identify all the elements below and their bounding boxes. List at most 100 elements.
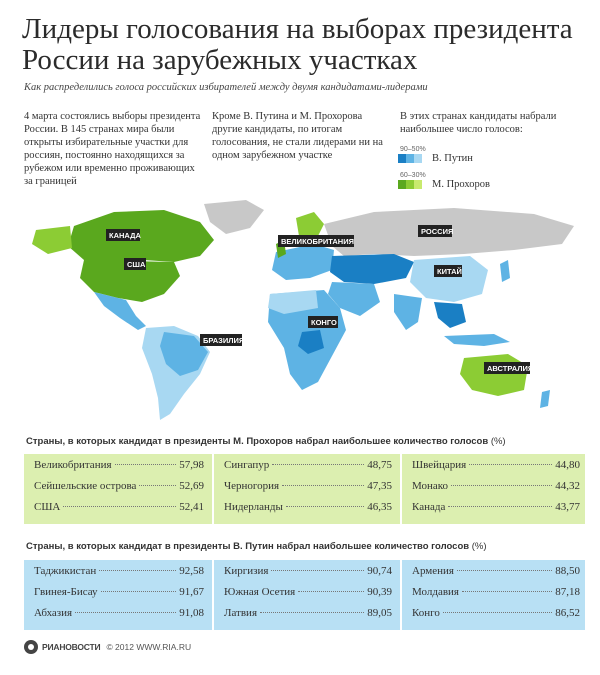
putin-column: Киргизия 90,74 Южная Осетия 90,39 Латвия 89… xyxy=(212,560,398,630)
svg-text:АВСТРАЛИЯ: АВСТРАЛИЯ xyxy=(487,364,533,373)
vote-percent: 92,58 xyxy=(179,565,204,578)
europe-region xyxy=(272,244,334,280)
page-subtitle: Как распределились голоса российских изб… xyxy=(24,82,428,93)
ria-logo-icon xyxy=(24,640,38,654)
svg-text:ВЕЛИКОБРИТАНИЯ: ВЕЛИКОБРИТАНИЯ xyxy=(281,237,354,246)
map-tag-canada: КАНАДА xyxy=(106,229,141,241)
prokhorov-heading-unit: (%) xyxy=(490,436,506,447)
country-name: Нидерланды xyxy=(224,500,283,513)
footer: РИАНОВОСТИ © 2012 WWW.RIA.RU xyxy=(24,640,191,654)
alaska-region xyxy=(32,226,72,254)
svg-text:БРАЗИЛИЯ: БРАЗИЛИЯ xyxy=(203,336,244,345)
putin-column: Армения 88,50 Молдавия 87,18 Конго 86,52 xyxy=(400,560,586,630)
table-row: Черногория 47,35 xyxy=(224,480,398,498)
country-name: Монако xyxy=(412,479,449,492)
table-row: Латвия 89,05 xyxy=(224,607,398,625)
putin-table: Таджикистан 92,58 Гвинея-Бисау 91,67 Абхаз… xyxy=(24,560,585,630)
country-name: Киргизия xyxy=(224,565,269,578)
country-name: Великобритания xyxy=(34,459,112,472)
prokhorov-column: Сингапур 48,75 Черногория 47,35 Нидерланды… xyxy=(212,454,398,524)
legend-putin-range: 90–50% xyxy=(400,146,426,153)
map-tag-uk: ВЕЛИКОБРИТАНИЯ xyxy=(278,235,354,247)
mexico-region xyxy=(94,292,146,330)
north-africa-region xyxy=(268,290,318,314)
table-row: Южная Осетия 90,39 xyxy=(224,586,398,604)
intro-text-3: В этих странах кандидаты набрали наиболь… xyxy=(400,111,557,135)
vote-percent: 86,52 xyxy=(555,606,580,619)
prokhorov-column: Швейцария 44,80 Монако 44,32 Канада 43,77 xyxy=(400,454,586,524)
vote-percent: 89,05 xyxy=(367,606,392,619)
table-row: Конго 86,52 xyxy=(412,607,586,625)
japan-region xyxy=(500,260,510,282)
vote-percent: 46,35 xyxy=(367,500,392,513)
map-tag-russia: РОССИЯ xyxy=(418,225,453,237)
country-name: Сингапур xyxy=(224,459,270,472)
table-row: Гвинея-Бисау 91,67 xyxy=(34,586,210,604)
southeast-asia-region xyxy=(434,302,466,328)
indonesia-region xyxy=(444,334,510,346)
legend-prokhorov-range: 60–30% xyxy=(400,172,426,179)
svg-text:РОССИЯ: РОССИЯ xyxy=(421,227,453,236)
country-name: Латвия xyxy=(224,606,258,619)
vote-percent: 91,08 xyxy=(179,606,204,619)
china-region xyxy=(410,256,488,302)
country-name: Армения xyxy=(412,565,454,578)
vote-percent: 48,75 xyxy=(367,459,392,472)
map-tag-congo: КОНГО xyxy=(308,316,338,328)
country-name: Таджикистан xyxy=(34,565,97,578)
middle-east-region xyxy=(328,282,380,316)
country-name: США xyxy=(34,500,61,513)
table-row: Канада 43,77 xyxy=(412,501,586,519)
putin-column: Таджикистан 92,58 Гвинея-Бисау 91,67 Абхаз… xyxy=(24,560,210,630)
country-name: Сейшельские острова xyxy=(34,479,137,492)
vote-percent: 90,74 xyxy=(367,565,392,578)
vote-percent: 52,41 xyxy=(179,500,204,513)
greenland-region xyxy=(204,200,264,234)
vote-percent: 57,98 xyxy=(179,459,204,472)
world-map: КАНАДА США ВЕЛИКОБРИТАНИЯ РОССИЯ КИТАЙ К… xyxy=(32,200,574,420)
country-name: Южная Осетия xyxy=(224,585,296,598)
legend-putin-label: В. Путин xyxy=(432,153,473,164)
legend-prokhorov-swatch xyxy=(398,180,422,189)
country-name: Молдавия xyxy=(412,585,459,598)
country-name: Конго xyxy=(412,606,440,619)
svg-text:США: США xyxy=(127,260,146,269)
table-row: Нидерланды 46,35 xyxy=(224,501,398,519)
vote-percent: 44,32 xyxy=(555,479,580,492)
prokhorov-heading-text: Страны, в которых кандидат в президенты … xyxy=(26,436,489,447)
putin-table-heading: Страны, в которых кандидат в президенты … xyxy=(26,541,586,552)
table-row: Абхазия 91,08 xyxy=(34,607,210,625)
legend-putin-swatch xyxy=(398,154,422,163)
table-row: Таджикистан 92,58 xyxy=(34,565,210,583)
new-zealand-region xyxy=(540,390,550,408)
page-title: Лидеры голосования на выборах президента… xyxy=(22,13,573,76)
india-region xyxy=(394,294,422,330)
prokhorov-table: Великобритания 57,98 Сейшельские острова 5… xyxy=(24,454,585,524)
brazil-region xyxy=(160,332,208,376)
intro-text-1: 4 марта состоялись выборы президента Рос… xyxy=(24,111,201,187)
prokhorov-column: Великобритания 57,98 Сейшельские острова 5… xyxy=(24,454,210,524)
table-row: Великобритания 57,98 xyxy=(34,459,210,477)
australia-region xyxy=(460,354,528,396)
congo-region xyxy=(298,330,324,354)
vote-percent: 52,69 xyxy=(179,479,204,492)
svg-text:КАНАДА: КАНАДА xyxy=(109,231,141,240)
vote-percent: 47,35 xyxy=(367,479,392,492)
table-row: Монако 44,32 xyxy=(412,480,586,498)
putin-heading-unit: (%) xyxy=(471,541,487,552)
vote-percent: 88,50 xyxy=(555,565,580,578)
ria-logo-text: РИАНОВОСТИ xyxy=(42,642,101,652)
prokhorov-table-heading: Страны, в которых кандидат в президенты … xyxy=(26,436,586,447)
table-row: Киргизия 90,74 xyxy=(224,565,398,583)
table-row: Молдавия 87,18 xyxy=(412,586,586,604)
map-tag-china: КИТАЙ xyxy=(434,265,462,277)
country-name: Черногория xyxy=(224,479,280,492)
country-name: Канада xyxy=(412,500,446,513)
vote-percent: 90,39 xyxy=(367,585,392,598)
table-row: Сейшельские острова 52,69 xyxy=(34,480,210,498)
putin-heading-text: Страны, в которых кандидат в президенты … xyxy=(26,541,470,552)
map-tag-usa: США xyxy=(124,258,146,270)
intro-text-2: Кроме В. Путина и М. Прохорова другие ка… xyxy=(212,111,383,161)
table-row: США 52,41 xyxy=(34,501,210,519)
svg-text:КИТАЙ: КИТАЙ xyxy=(437,267,462,276)
